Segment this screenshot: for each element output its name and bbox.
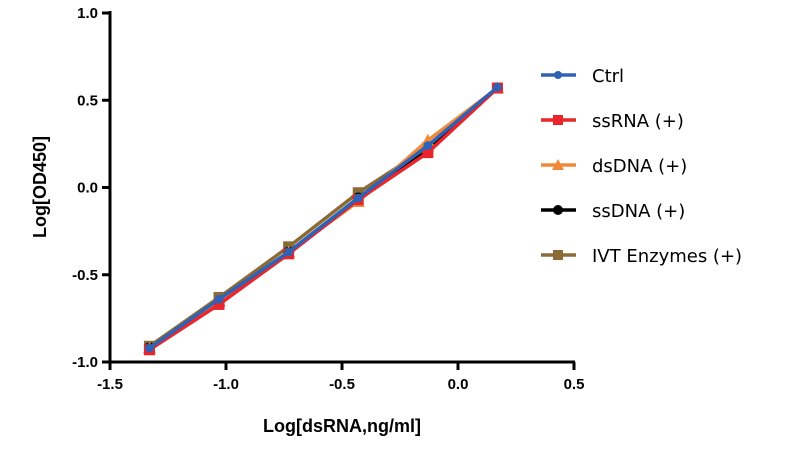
legend-marker xyxy=(552,159,564,170)
legend-label: ssDNA (+) xyxy=(592,201,685,222)
data-point xyxy=(284,247,294,257)
data-point xyxy=(423,141,433,151)
legend-item: dsDNA (+) xyxy=(541,156,687,177)
y-axis-label: Log[OD450] xyxy=(30,136,50,238)
data-point xyxy=(493,82,502,92)
y-tick-label: 0.0 xyxy=(77,180,98,197)
series-ctrl xyxy=(145,82,502,353)
plot-area xyxy=(142,81,505,356)
y-tick-label: 0.5 xyxy=(77,92,98,109)
legend-label: Ctrl xyxy=(592,66,624,87)
legend-item: IVT Enzymes (+) xyxy=(541,246,742,267)
data-point xyxy=(422,147,434,159)
legend-label: ssRNA (+) xyxy=(592,111,684,132)
x-tick-label: -1.0 xyxy=(213,376,239,393)
data-point xyxy=(213,298,225,310)
y-tick-label: 1.0 xyxy=(77,5,98,22)
series-line xyxy=(148,85,499,350)
x-tick-label: -0.5 xyxy=(329,376,355,393)
axes: -1.5 -1.0 -0.5 0.0 0.5 -1.0 -0.5 0.0 0.5 1.0 xyxy=(72,5,584,393)
data-point xyxy=(214,294,224,304)
legend-marker xyxy=(553,115,563,125)
legend-marker xyxy=(553,205,563,215)
legend-label: dsDNA (+) xyxy=(592,156,687,177)
legend-item: Ctrl xyxy=(541,66,624,87)
y-tick-label: -1.0 xyxy=(72,354,98,371)
y-tick-label: -0.5 xyxy=(72,267,98,284)
x-tick-label: 0.0 xyxy=(448,376,469,393)
x-tick-label: 0.5 xyxy=(564,376,585,393)
legend-marker xyxy=(553,250,563,260)
legend: Ctrl ssRNA (+) dsDNA (+) ssDNA (+) IVT Enzym… xyxy=(541,66,742,267)
data-point xyxy=(145,343,154,353)
data-point xyxy=(353,193,363,203)
legend-item: ssDNA (+) xyxy=(541,201,685,222)
legend-item: ssRNA (+) xyxy=(541,111,684,132)
legend-label: IVT Enzymes (+) xyxy=(592,246,742,267)
x-axis-label: Log[dsRNA,ng/ml] xyxy=(263,416,421,436)
x-tick-label: -1.5 xyxy=(97,376,123,393)
legend-marker xyxy=(554,71,562,79)
